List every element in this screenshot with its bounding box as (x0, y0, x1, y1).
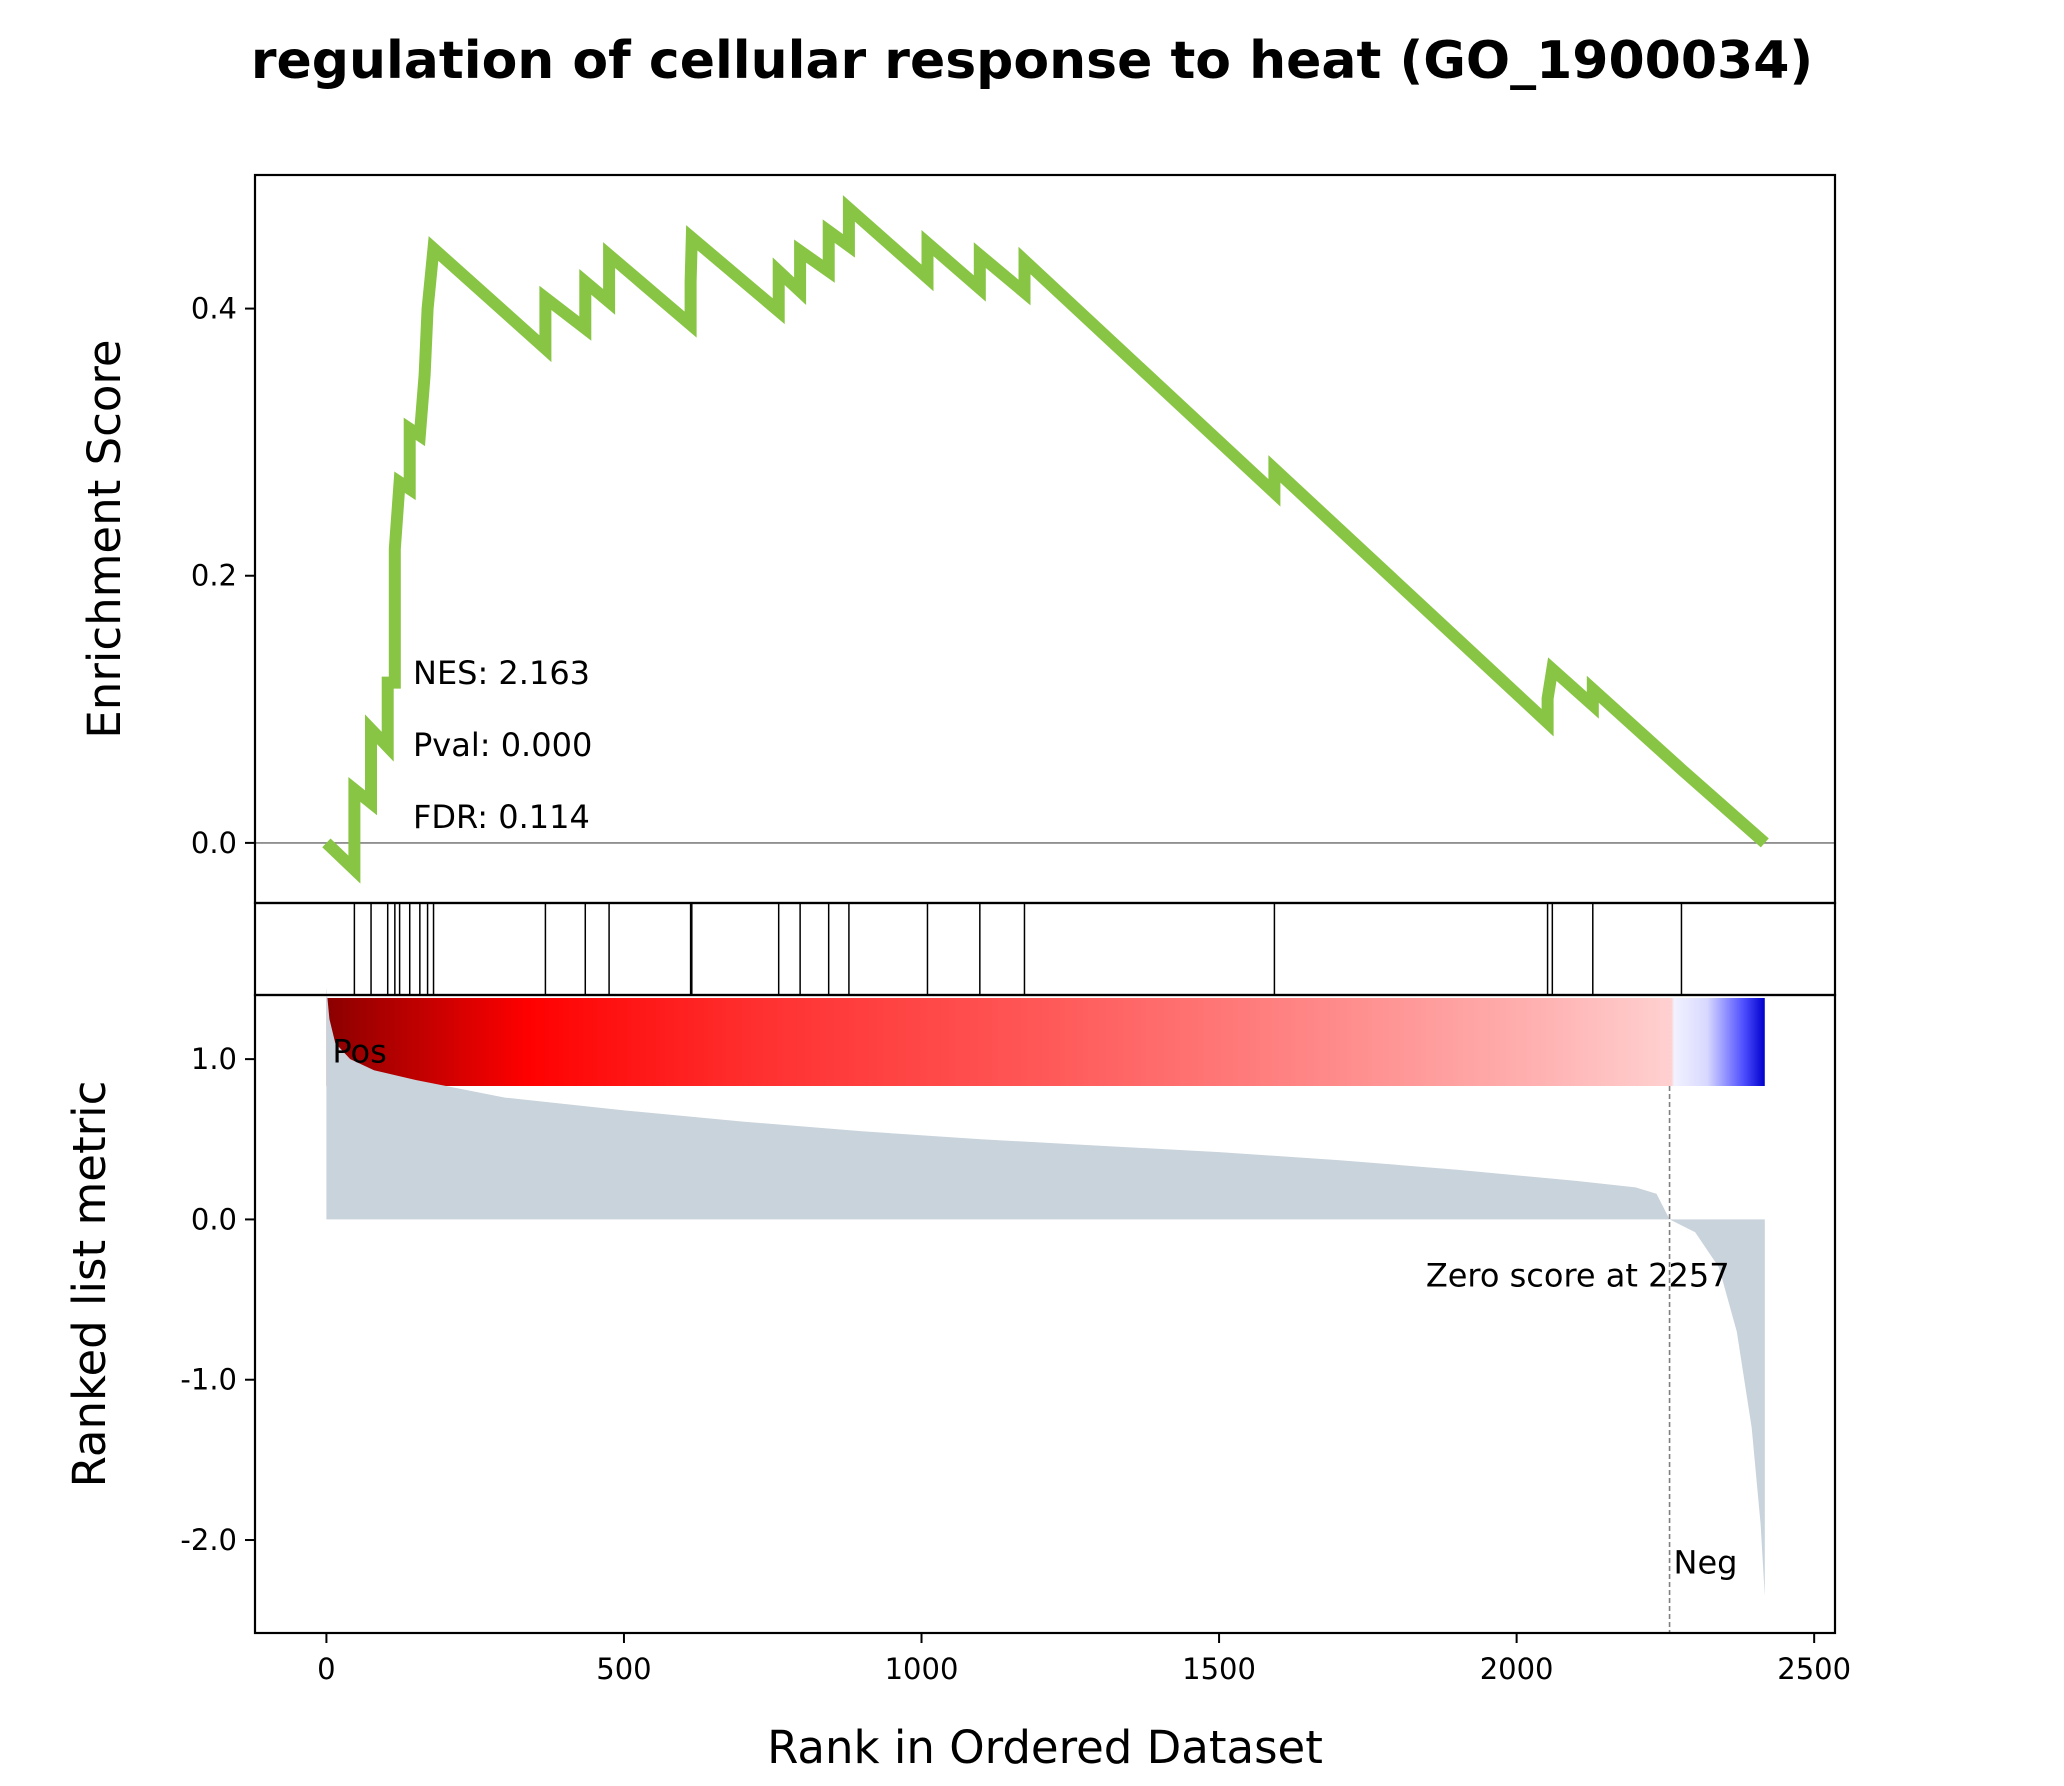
x-axis-label: Rank in Ordered Dataset (767, 1721, 1323, 1774)
x-tick-label: 500 (596, 1652, 651, 1686)
x-tick-label: 1500 (1182, 1652, 1256, 1686)
x-tick-label: 2500 (1777, 1652, 1851, 1686)
chart-title: regulation of cellular response to heat … (251, 31, 1813, 91)
es-y-tick-label: 0.0 (191, 826, 237, 860)
es-stat-annotations: NES: 2.163 Pval: 0.000 FDR: 0.114 (413, 654, 592, 836)
x-tick-label: 1000 (885, 1652, 959, 1686)
es-y-tick-label: 0.2 (191, 559, 237, 593)
ranked-metric-panel: Zero score at 2257 Pos Neg 1.0 0.0 -1.0 -2.… (63, 987, 1837, 1635)
neg-label: Neg (1674, 1544, 1738, 1582)
rank-colorbar (326, 998, 1765, 1086)
rm-y-tick-label: -2.0 (180, 1523, 237, 1557)
rm-y-axis-label: Ranked list metric (63, 1081, 116, 1488)
es-stat-label: Pval: 0.000 (413, 726, 592, 764)
enrichment-score-panel: 0.0 0.2 0.4 Enrichment Score NES: 2.163 Pva… (78, 173, 1837, 905)
es-y-axis-label: Enrichment Score (78, 339, 131, 738)
zero-score-label: Zero score at 2257 (1426, 1257, 1730, 1295)
es-stat-label: NES: 2.163 (413, 654, 590, 692)
es-y-tick-label: 0.4 (191, 292, 237, 326)
gene-hits-panel (253, 901, 1837, 997)
es-stat-label: FDR: 0.114 (413, 798, 590, 836)
gene-hit-ticks (353, 903, 1683, 995)
rm-y-ticks: 1.0 0.0 -1.0 -2.0 (180, 1042, 255, 1557)
x-tick-label: 2000 (1480, 1652, 1554, 1686)
pos-label: Pos (332, 1032, 386, 1070)
rm-y-tick-label: 1.0 (191, 1042, 237, 1076)
hits-axes-frame (253, 901, 1837, 997)
ranked-metric-area (326, 987, 1765, 1597)
enrichment-score-line (322, 195, 1769, 884)
x-tick-label: 0 (317, 1652, 335, 1686)
x-ticks: 0 500 1000 1500 2000 2500 (317, 1633, 1851, 1686)
rm-axes-frame (253, 993, 1837, 1635)
rm-y-tick-label: -1.0 (180, 1363, 237, 1397)
rm-y-tick-label: 0.0 (191, 1202, 237, 1236)
es-y-ticks: 0.0 0.2 0.4 (191, 292, 255, 860)
